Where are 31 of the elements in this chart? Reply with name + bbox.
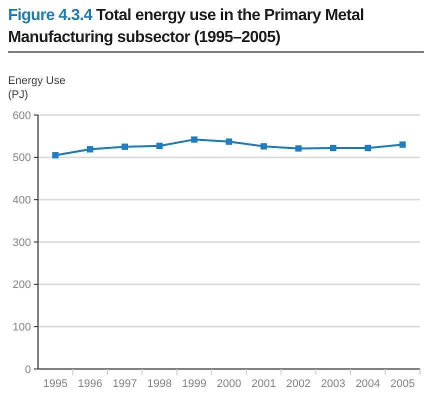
point	[191, 136, 198, 143]
point	[399, 141, 406, 148]
chart-title: Figure 4.3.4 Total energy use in the Primary Metal Manufacturing subsector (1995–2005)	[8, 7, 364, 46]
point	[86, 146, 94, 152]
x-tick-label: 2003	[320, 378, 346, 390]
point	[156, 142, 163, 150]
y-tick-label: 500	[12, 152, 31, 164]
x-tick-label: 1995	[43, 378, 68, 390]
x-tick-label: 1999	[182, 378, 207, 390]
point	[364, 144, 372, 152]
y-axis-title: Energy Use (PJ)	[8, 75, 66, 101]
x-tick-label: 1996	[78, 378, 102, 390]
point	[226, 138, 232, 145]
y-tick-label: 0	[24, 364, 31, 376]
point	[295, 145, 302, 152]
y-tick-label: 400	[12, 194, 31, 207]
x-tick-label: 2005	[390, 378, 415, 390]
point	[260, 143, 267, 150]
x-tick-label: 2001	[251, 378, 276, 390]
y-tick-label: 100	[12, 322, 31, 334]
y-tick-label: 600	[12, 110, 31, 122]
x-tick-label: 1997	[112, 378, 138, 390]
point	[52, 152, 59, 158]
point	[122, 144, 128, 150]
x-tick-label: 1998	[147, 378, 172, 390]
x-tick-label: 2000	[216, 378, 242, 390]
y-tick-label: 200	[12, 279, 31, 292]
x-tick-label: 2004	[356, 378, 380, 390]
x-tick-label: 2002	[286, 378, 311, 390]
y-tick-label: 300	[12, 236, 31, 249]
point	[330, 144, 336, 152]
